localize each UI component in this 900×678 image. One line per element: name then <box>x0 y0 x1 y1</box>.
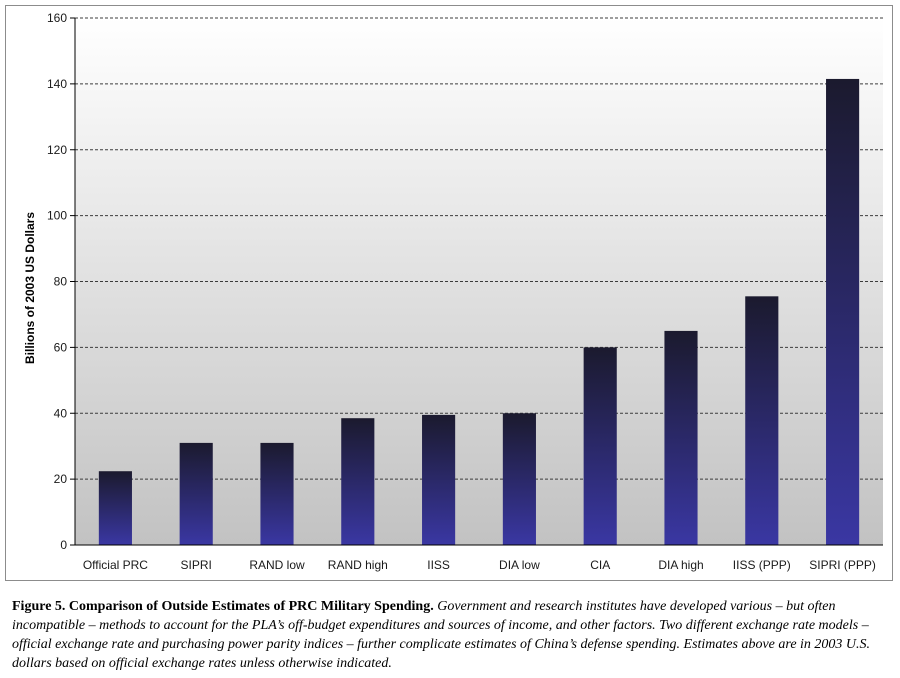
x-tick-label: IISS <box>427 558 450 572</box>
bars <box>98 78 860 545</box>
bar-0 <box>98 471 132 545</box>
x-tick-label: RAND low <box>249 558 305 572</box>
bar-9 <box>826 78 860 545</box>
y-tick-label: 0 <box>60 538 67 552</box>
axes: 0 20 40 60 80 100 120 140 160 Official PRC SIPRI RA… <box>47 11 883 572</box>
figure-caption: Figure 5. Comparison of Outside Estimate… <box>12 597 894 673</box>
x-tick-label: IISS (PPP) <box>733 558 791 572</box>
bar-1 <box>179 442 213 545</box>
x-tick-label: SIPRI (PPP) <box>809 558 876 572</box>
x-tick-label: DIA high <box>658 558 703 572</box>
x-tick-label: DIA low <box>499 558 540 572</box>
bar-7 <box>664 330 698 545</box>
y-axis-title: Billions of 2003 US Dollars <box>23 212 37 364</box>
y-tick-label: 100 <box>47 209 67 223</box>
bar-8 <box>745 296 779 545</box>
bar-chart: 0 20 40 60 80 100 120 140 160 Official PRC SIPRI RA… <box>23 11 883 572</box>
y-tick-label: 160 <box>47 11 67 25</box>
bar-3 <box>341 418 375 545</box>
y-tick-label: 80 <box>54 275 68 289</box>
x-tick-label: CIA <box>590 558 610 572</box>
caption-body: Government and research institutes have … <box>12 599 871 671</box>
chart-frame: 0 20 40 60 80 100 120 140 160 Official PRC SIPRI RA… <box>5 5 893 581</box>
bar-6 <box>583 347 617 545</box>
y-tick-label: 20 <box>54 472 68 486</box>
x-tick-label: RAND high <box>328 558 388 572</box>
x-tick-label: SIPRI <box>181 558 212 572</box>
y-tick-label: 140 <box>47 77 67 91</box>
x-tick-label: Official PRC <box>83 558 148 572</box>
y-tick-label: 40 <box>54 406 68 420</box>
y-tick-label: 120 <box>47 143 67 157</box>
y-tick-label: 60 <box>54 340 68 354</box>
bar-2 <box>260 442 294 545</box>
bar-5 <box>502 413 536 545</box>
bar-4 <box>422 414 456 545</box>
caption-lead: Figure 5. Comparison of Outside Estimate… <box>12 599 434 614</box>
